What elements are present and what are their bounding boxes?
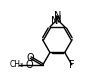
Text: H: H bbox=[54, 15, 60, 24]
Text: N: N bbox=[54, 11, 61, 21]
Text: N: N bbox=[51, 16, 58, 26]
Text: O: O bbox=[27, 53, 34, 63]
Text: F: F bbox=[69, 60, 75, 70]
Text: O: O bbox=[25, 60, 33, 70]
Text: CH₃: CH₃ bbox=[10, 60, 24, 69]
